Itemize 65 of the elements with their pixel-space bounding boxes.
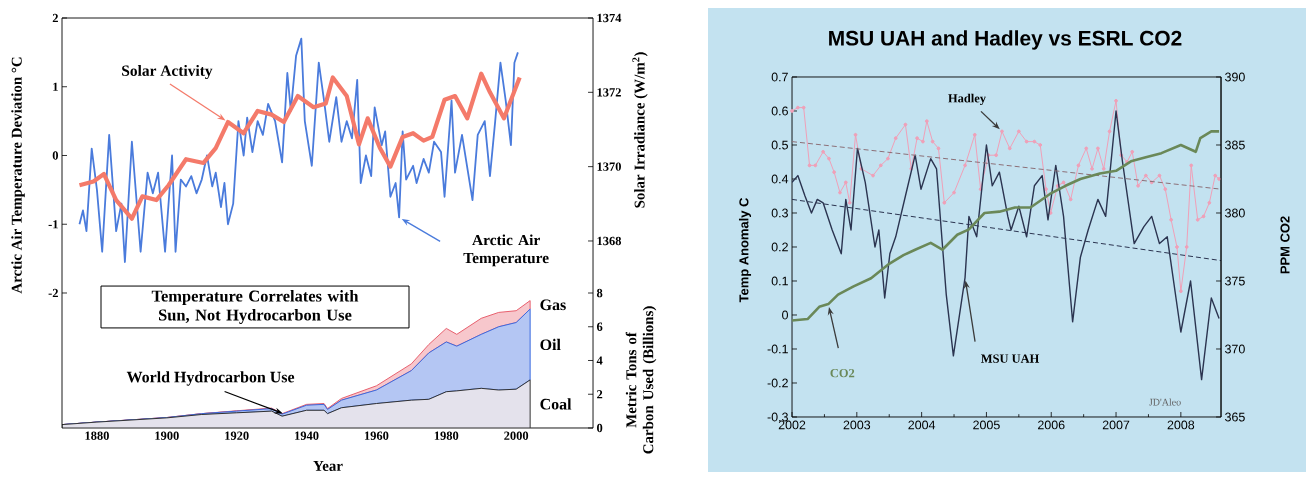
y2-tick-label: 1368 [597, 236, 622, 246]
series-label: Coal [540, 398, 572, 410]
x-tick-label: 1940 [295, 431, 319, 440]
line-series [792, 110, 1220, 381]
x-axis-title: Year [313, 461, 343, 471]
y2-axis-title: Solar Irradiance (W/m$^{2}$) [632, 52, 648, 208]
y-tick-label: -0.2 [767, 378, 788, 388]
y-tick-label: 0 [782, 310, 789, 320]
y-tick-label: 0 [597, 423, 603, 433]
y-tick-label: 0.3 [771, 208, 788, 218]
y-tick-label: -1 [48, 220, 58, 229]
y-tick-label: 0.1 [771, 276, 788, 286]
x-tick-label: 1880 [85, 431, 109, 440]
y-tick-label: -0.3 [767, 412, 788, 422]
y-tick-label: 1 [53, 82, 58, 91]
y-tick-label: 8 [596, 288, 603, 298]
y2-tick-label: 365 [1225, 412, 1245, 422]
y-tick-label: 0 [52, 151, 59, 160]
x-tick-label: 2002 [778, 420, 806, 430]
y-tick-label: 2 [52, 13, 58, 23]
annotation: Temperature Correlates with Sun, Not Hydrocarbon Use [151, 290, 359, 324]
y2-tick-label: 1372 [597, 88, 621, 97]
x-tick-label: 1920 [225, 431, 249, 440]
y-tick-label: 4 [596, 356, 603, 365]
y-tick-label: 6 [596, 322, 603, 331]
x-tick-label: 2004 [908, 420, 936, 430]
y2-tick-label: 370 [1225, 344, 1245, 354]
series-label: Gas [540, 299, 566, 311]
y-tick-label: 0.6 [771, 106, 788, 116]
x-tick-label: 2005 [973, 420, 1000, 430]
y-tick-label: 0.7 [771, 72, 788, 82]
x-tick-label: 1900 [155, 431, 179, 440]
y2-tick-label: 1370 [597, 162, 621, 171]
y-tick-label: 0.5 [771, 140, 788, 150]
y2-axis-title: PPM CO2 [1280, 216, 1290, 274]
x-tick-label: 2008 [1167, 420, 1195, 430]
y2-tick-label: 385 [1225, 140, 1245, 150]
x-tick-label: 2007 [1102, 420, 1130, 430]
y2-tick-label: 380 [1225, 208, 1245, 218]
y-tick-label: 0.2 [771, 242, 788, 252]
x-tick-label: 1980 [434, 431, 459, 440]
series-label: Oil [540, 338, 561, 351]
y-axis-title: Temp Anomaly C [738, 197, 752, 303]
x-tick-label: 2006 [1038, 420, 1065, 430]
y-tick-label: 0.4 [771, 174, 789, 184]
y2-tick-label: 390 [1225, 72, 1245, 82]
y2-tick-label: 375 [1225, 276, 1245, 286]
y-tick-label: 2 [597, 390, 603, 399]
legend-label: Arctic Air Temperature [463, 234, 549, 267]
text: Solar Activity [122, 65, 213, 80]
annotation: JD'Aleo [1149, 398, 1181, 406]
x-tick-label: 2000 [504, 431, 529, 440]
text: Hadley [948, 93, 986, 106]
chart-title: MSU UAH and Hadley vs ESRL CO2 [829, 30, 1182, 50]
y2-tick-label: 1374 [597, 13, 622, 23]
y-axis-title: Metric Tons of Carbon Used (Billions) [625, 306, 657, 454]
y-tick-label: -0.1 [767, 344, 788, 354]
x-tick-label: 1960 [364, 431, 389, 440]
line-series [792, 130, 1221, 322]
y-axis-title: Arctic Air Temperature Deviation °C [11, 57, 25, 294]
text: CO2 [830, 368, 855, 378]
x-tick-label: 2003 [843, 420, 871, 430]
annotation: World Hydrocarbon Use [126, 371, 295, 386]
y-tick-label: -2 [48, 288, 58, 298]
text: MSU UAH [981, 354, 1040, 363]
